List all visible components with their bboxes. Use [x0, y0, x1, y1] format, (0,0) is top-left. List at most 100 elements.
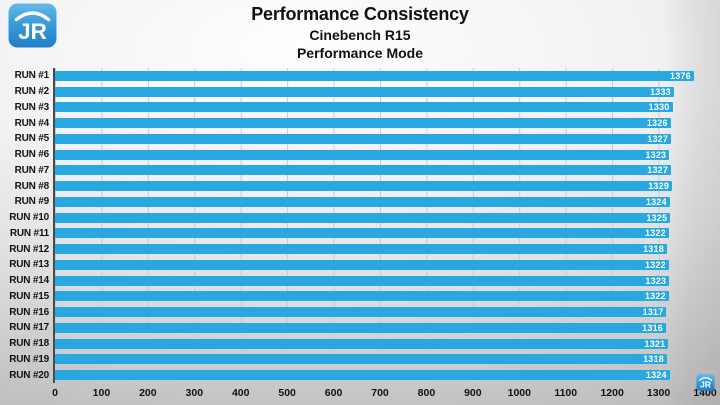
run-label: RUN #5 [14, 133, 50, 145]
bar: 1321 [55, 338, 669, 349]
bar: 1323 [55, 275, 670, 286]
bar-track: 1322 [55, 289, 705, 305]
chart-row: RUN #4 1326 [0, 115, 720, 131]
bar-value-label: 1330 [648, 102, 670, 113]
x-tick-label: 500 [278, 387, 296, 399]
x-axis-tick-labels: 0 100 200 300 400 500 600 700 800 900 1000 1100 1200… [52, 387, 717, 401]
bar: 1316 [55, 322, 666, 333]
bar: 1317 [55, 307, 667, 318]
bar-value-label: 1376 [670, 70, 691, 81]
x-tick-label: 1100 [554, 387, 578, 399]
run-label: RUN #8 [14, 180, 50, 192]
chart-row: RUN #3 1330 [0, 100, 720, 116]
jr-logo-text: JR [18, 19, 47, 44]
x-tick-label: 700 [371, 387, 389, 399]
chart-row: RUN #8 1329 [0, 178, 720, 194]
bar: 1318 [55, 244, 667, 255]
bar: 1322 [55, 228, 669, 239]
chart-subtitle-benchmark: Cinebench R15 [309, 27, 411, 43]
bar: 1325 [55, 212, 671, 223]
bar-track: 1324 [55, 194, 705, 210]
bar-track: 1327 [55, 131, 705, 147]
bar-track: 1322 [55, 226, 705, 242]
bar-track: 1316 [55, 320, 705, 336]
run-label: RUN #6 [14, 149, 50, 161]
chart-header: Performance Consistency Cinebench R15 Pe… [0, 3, 720, 62]
bar: 1333 [55, 86, 674, 97]
bar-value-label: 1322 [644, 259, 666, 270]
jr-logo-small: JR [696, 374, 715, 391]
run-label: RUN #11 [9, 227, 49, 239]
chart-row: RUN #5 1327 [0, 131, 720, 147]
bar-value-label: 1324 [645, 196, 667, 207]
logo-arc-icon [14, 11, 51, 22]
plot-area: RUN #1 1376 RUN #2 1333 RUN #3 1330 RUN #4 1326… [0, 68, 720, 399]
bar-track: 1376 [55, 68, 705, 84]
bar: 1324 [55, 196, 670, 207]
run-label: RUN #3 [14, 101, 50, 113]
chart-row: RUN #16 1317 [0, 304, 720, 320]
bar: 1318 [55, 354, 667, 365]
chart-row: RUN #9 1324 [0, 194, 720, 210]
x-tick-label: 900 [464, 387, 482, 399]
bar-value-label: 1322 [644, 291, 666, 302]
run-label: RUN #14 [9, 275, 49, 287]
bar-value-label: 1316 [642, 322, 663, 333]
bar-value-label: 1323 [645, 149, 667, 160]
x-tick-label: 0 [52, 387, 58, 399]
run-label: RUN #17 [9, 322, 49, 334]
bar-track: 1326 [55, 115, 705, 131]
bar: 1327 [55, 165, 672, 176]
chart-title: Performance Consistency [251, 4, 469, 24]
bar-track: 1322 [55, 257, 705, 273]
bar-value-label: 1333 [650, 86, 671, 97]
chart-row: RUN #11 1322 [0, 226, 720, 242]
bar-track: 1330 [55, 100, 705, 116]
bar-value-label: 1317 [642, 307, 664, 318]
logo-arc-icon [698, 377, 713, 381]
chart-row: RUN #12 1318 [0, 241, 720, 257]
bar: 1322 [55, 259, 669, 270]
bar-value-label: 1326 [646, 118, 668, 129]
chart-row: RUN #1 1376 [0, 68, 720, 84]
x-tick-label: 1300 [646, 387, 671, 399]
bar-value-label: 1323 [645, 275, 667, 286]
bar: 1323 [55, 149, 670, 160]
chart-subtitle-mode: Performance Mode [296, 45, 424, 61]
chart-row: RUN #14 1323 [0, 273, 720, 289]
run-label: RUN #10 [9, 212, 49, 224]
bar-track: 1327 [55, 163, 705, 179]
bar-track: 1323 [55, 273, 705, 289]
jr-logo: JR [8, 3, 57, 48]
bar-value-label: 1327 [647, 133, 669, 144]
bar-rows: RUN #1 1376 RUN #2 1333 RUN #3 1330 RUN #4 1326… [0, 68, 720, 383]
run-label: RUN #16 [9, 306, 49, 318]
bar: 1327 [55, 133, 672, 144]
bar: 1329 [55, 181, 673, 192]
chart-row: RUN #19 1318 [0, 352, 720, 368]
bar: 1322 [55, 291, 669, 302]
bar: 1324 [55, 370, 670, 381]
run-label: RUN #12 [9, 243, 49, 255]
chart-row: RUN #2 1333 [0, 84, 720, 100]
chart-row: RUN #6 1323 [0, 147, 720, 163]
bar-track: 1325 [55, 210, 705, 226]
chart-row: RUN #18 1321 [0, 336, 720, 352]
run-label: RUN #15 [9, 290, 49, 302]
jr-logo-small-text: JR [700, 380, 711, 390]
run-label: RUN #7 [14, 164, 50, 176]
run-label: RUN #1 [14, 70, 50, 82]
bar-value-label: 1327 [647, 165, 669, 176]
bar-track: 1329 [55, 178, 705, 194]
run-label: RUN #20 [9, 369, 49, 381]
chart-row: RUN #10 1325 [0, 210, 720, 226]
bar-track: 1317 [55, 304, 705, 320]
bar-value-label: 1318 [643, 244, 664, 255]
chart-row: RUN #15 1322 [0, 289, 720, 305]
bar-track: 1321 [55, 336, 705, 352]
bar-value-label: 1321 [644, 338, 666, 349]
bar-track: 1323 [55, 147, 705, 163]
x-tick-label: 600 [324, 387, 343, 399]
x-tick-label: 1200 [600, 387, 624, 399]
